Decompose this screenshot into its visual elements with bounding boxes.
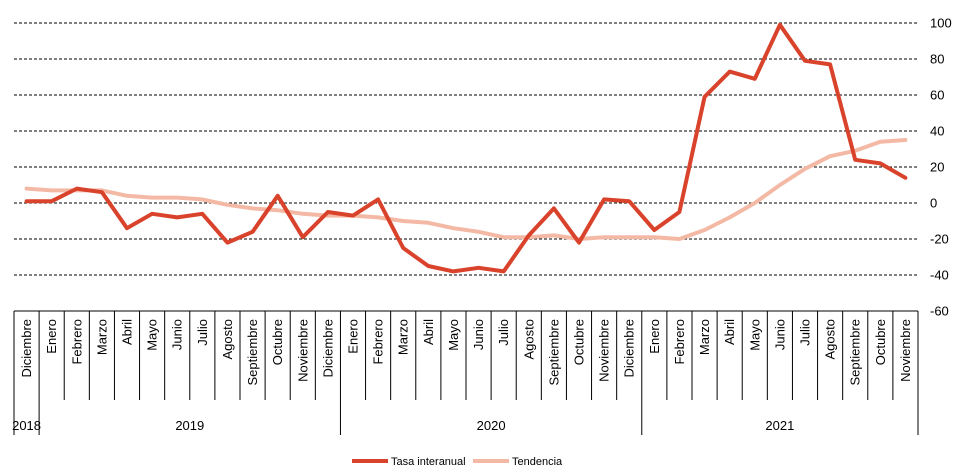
month-label-2021-febrero: Febrero <box>672 319 687 365</box>
month-label-2019-mayo: Mayo <box>145 319 160 351</box>
series-line-tasa-interanual <box>24 22 908 274</box>
y-tick-label: 40 <box>930 124 944 139</box>
legend: Tasa interanual Tendencia <box>352 456 563 468</box>
month-label-2019-diciembre: Diciembre <box>320 319 335 378</box>
month-label-2020-julio: Julio <box>496 319 511 346</box>
month-label-2019-abril: Abril <box>120 319 135 345</box>
month-label-2021-marzo: Marzo <box>697 319 712 355</box>
y-tick-label: 80 <box>930 52 944 67</box>
year-label-2018: 2018 <box>12 418 41 433</box>
month-label-2021-octubre: Octubre <box>873 319 888 365</box>
month-label-2020-agosto: Agosto <box>521 319 536 359</box>
month-label-2020-junio: Junio <box>471 319 486 350</box>
month-label-2020-abril: Abril <box>421 319 436 345</box>
month-label-2020-enero: Enero <box>346 319 361 354</box>
month-label-2021-mayo: Mayo <box>747 319 762 351</box>
y-tick-label: -20 <box>930 232 949 247</box>
legend-label-tasa-interanual: Tasa interanual <box>391 456 466 468</box>
category-axis <box>13 310 919 435</box>
year-labels: 2018 2019 2020 2021 <box>12 418 794 433</box>
y-tick-label: -60 <box>930 304 949 319</box>
month-label-2020-noviembre: Noviembre <box>597 319 612 382</box>
month-label-2020-marzo: Marzo <box>396 319 411 355</box>
month-labels: Diciembre Enero Febrero Marzo Abril Mayo Junio… <box>19 319 913 386</box>
month-label-2019-octubre: Octubre <box>270 319 285 365</box>
year-label-2019: 2019 <box>175 418 204 433</box>
legend-label-tendencia: Tendencia <box>512 456 563 468</box>
y-tick-label: -40 <box>930 268 949 283</box>
month-label-2019-julio: Julio <box>195 319 210 346</box>
month-label-2020-septiembre: Septiembre <box>546 319 561 385</box>
month-label-2020-febrero: Febrero <box>371 319 386 365</box>
series-line-tendencia <box>24 138 908 241</box>
month-label-2019-agosto: Agosto <box>220 319 235 359</box>
month-label-2019-noviembre: Noviembre <box>295 319 310 382</box>
month-label-2019-marzo: Marzo <box>94 319 109 355</box>
y-tick-label: 20 <box>930 160 944 175</box>
month-label-2021-julio: Julio <box>798 319 813 346</box>
y-axis-ticks: 100 80 60 40 20 0 -20 -40 -60 <box>930 16 952 319</box>
month-label-2019-septiembre: Septiembre <box>245 319 260 385</box>
month-label-2021-noviembre: Noviembre <box>898 319 913 382</box>
series-lines <box>24 22 908 274</box>
y-tick-label: 0 <box>930 196 937 211</box>
month-label-2019-febrero: Febrero <box>69 319 84 365</box>
month-label-2018-diciembre: Diciembre <box>19 319 34 378</box>
month-label-2020-octubre: Octubre <box>572 319 587 365</box>
y-tick-label: 100 <box>930 16 952 31</box>
gridlines <box>14 22 918 276</box>
month-label-2019-enero: Enero <box>44 319 59 354</box>
month-label-2020-diciembre: Diciembre <box>622 319 637 378</box>
year-label-2021: 2021 <box>765 418 794 433</box>
month-label-2019-junio: Junio <box>170 319 185 350</box>
month-label-2021-agosto: Agosto <box>823 319 838 359</box>
y-tick-label: 60 <box>930 88 944 103</box>
month-label-2021-enero: Enero <box>647 319 662 354</box>
month-label-2020-mayo: Mayo <box>446 319 461 351</box>
year-label-2020: 2020 <box>477 418 506 433</box>
month-label-2021-septiembre: Septiembre <box>848 319 863 385</box>
month-label-2021-junio: Junio <box>772 319 787 350</box>
month-label-2021-abril: Abril <box>722 319 737 345</box>
